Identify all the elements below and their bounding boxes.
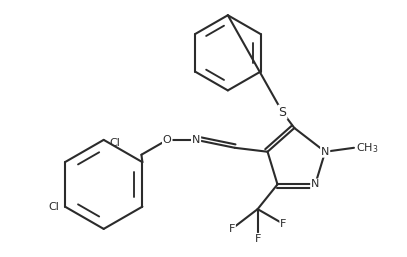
- Text: O: O: [163, 135, 172, 145]
- Text: S: S: [278, 106, 287, 119]
- Text: N: N: [311, 179, 319, 189]
- Text: F: F: [254, 234, 261, 244]
- Text: CH$_3$: CH$_3$: [356, 141, 379, 155]
- Text: F: F: [280, 219, 287, 229]
- Text: Cl: Cl: [48, 202, 59, 212]
- Text: F: F: [229, 224, 235, 234]
- Text: N: N: [192, 135, 200, 145]
- Text: N: N: [321, 147, 329, 157]
- Text: Cl: Cl: [109, 138, 120, 148]
